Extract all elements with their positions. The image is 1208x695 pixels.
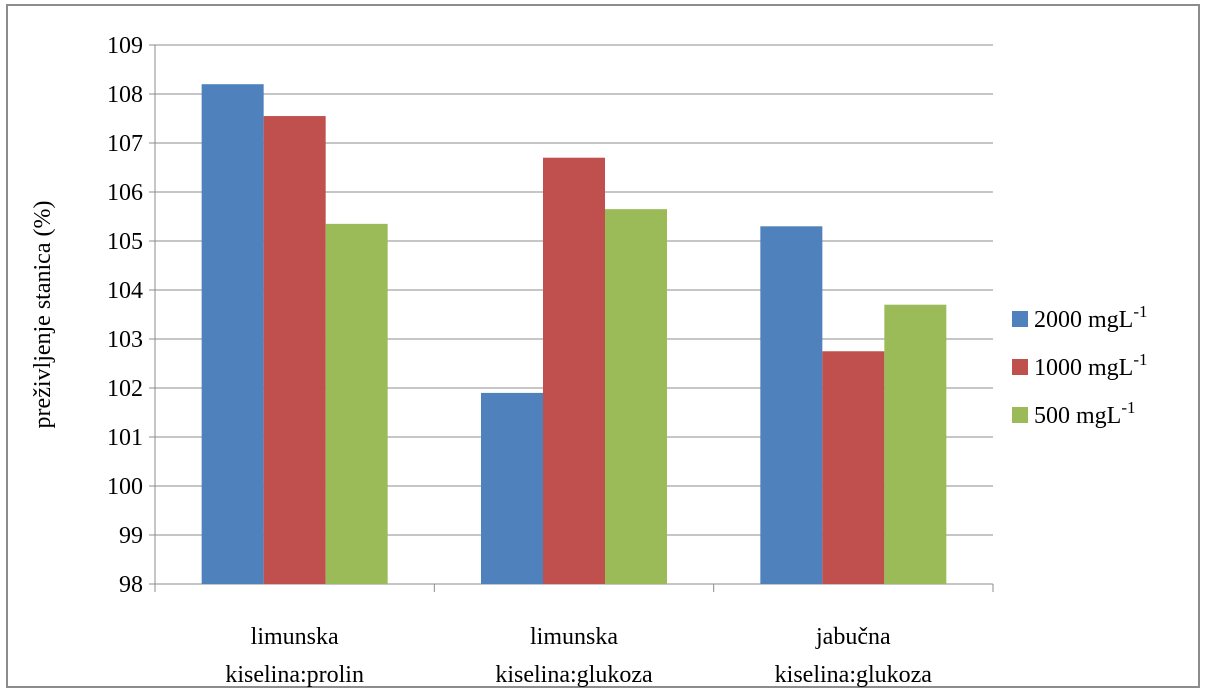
bar: [884, 304, 947, 584]
x-category-label: jabučna: [815, 624, 891, 650]
legend-swatch: [1012, 359, 1028, 375]
y-axis-title: preživljenje stanica (%): [30, 201, 56, 429]
y-tick-label: 109: [107, 33, 143, 59]
y-tick-label: 108: [107, 82, 143, 108]
y-tick-label: 98: [119, 572, 143, 598]
x-category-label: kiselina:glukoza: [775, 662, 933, 688]
x-category-label: limunska: [251, 624, 339, 650]
bar: [543, 157, 605, 584]
bar: [760, 226, 823, 585]
y-tick-label: 103: [107, 327, 143, 353]
y-tick-label: 105: [107, 229, 143, 255]
bar: [822, 351, 885, 584]
x-category-label: limunska: [530, 624, 618, 650]
x-category-label: kiselina:prolin: [225, 662, 364, 688]
x-category-label: kiselina:glukoza: [495, 662, 653, 688]
legend-label: 1000 mgL-1: [1034, 350, 1148, 381]
bar: [481, 392, 543, 584]
y-tick-label: 99: [119, 523, 143, 549]
bar: [201, 84, 264, 584]
y-tick-label: 101: [107, 425, 143, 451]
legend-swatch: [1012, 311, 1028, 327]
bar: [605, 209, 667, 584]
y-tick-label: 102: [107, 376, 143, 402]
legend-label: 2000 mgL-1: [1034, 302, 1148, 333]
y-tick-label: 106: [107, 180, 143, 206]
bar: [325, 223, 388, 584]
y-tick-label: 104: [107, 278, 143, 304]
y-tick-label: 100: [107, 474, 143, 500]
legend-swatch: [1012, 407, 1028, 423]
bar: [263, 116, 326, 585]
y-tick-label: 107: [107, 131, 143, 157]
legend-label: 500 mgL-1: [1034, 398, 1136, 429]
